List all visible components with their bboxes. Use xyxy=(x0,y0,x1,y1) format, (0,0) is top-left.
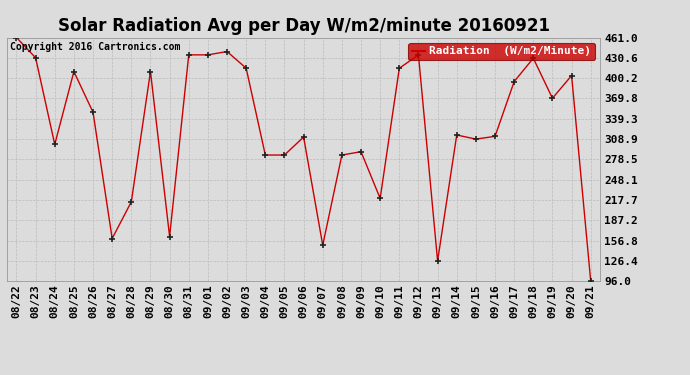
Title: Solar Radiation Avg per Day W/m2/minute 20160921: Solar Radiation Avg per Day W/m2/minute … xyxy=(57,16,550,34)
Legend: Radiation  (W/m2/Minute): Radiation (W/m2/Minute) xyxy=(408,43,595,60)
Text: Copyright 2016 Cartronics.com: Copyright 2016 Cartronics.com xyxy=(10,42,180,52)
